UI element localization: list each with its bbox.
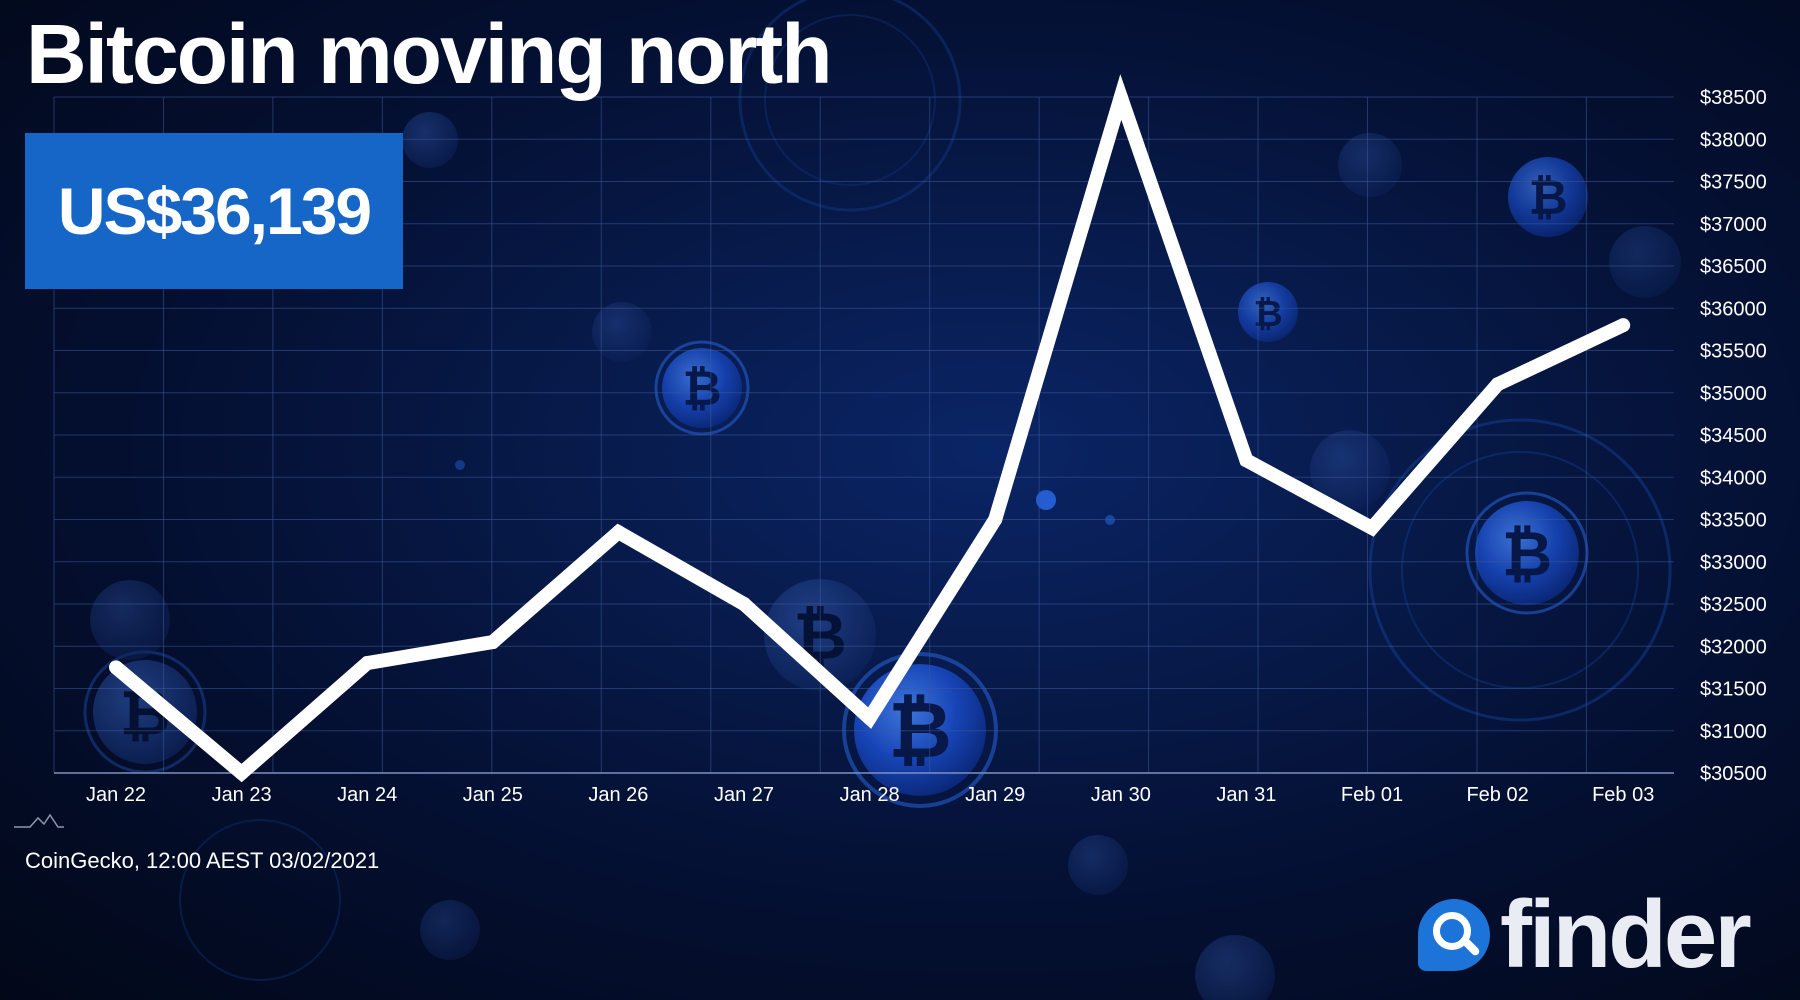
data-point (1113, 90, 1128, 104)
x-tick-label: Jan 22 (86, 784, 146, 806)
price-points (109, 90, 1631, 780)
coin-icon: ₿ (1238, 282, 1298, 342)
data-point (360, 656, 375, 671)
background-decor: ₿ ₿ ₿ ₿ ₿ ₿ (83, 0, 1681, 1000)
data-point (862, 711, 877, 726)
coin-icon (1609, 226, 1681, 298)
data-point (1616, 318, 1631, 333)
x-tick-label: Feb 02 (1466, 784, 1528, 806)
y-axis-ticks: $30500 $31000 $31500 $32000 $32500 $33000 $335… (1700, 87, 1767, 785)
coin-icon (1310, 430, 1390, 510)
data-point (1365, 520, 1379, 535)
price-value: US$36,139 (57, 174, 372, 248)
data-point (109, 660, 123, 675)
finder-logo: finder (1418, 880, 1788, 990)
data-point (1239, 453, 1254, 468)
coin-icon (420, 900, 480, 960)
y-tick-label: $33000 (1700, 552, 1767, 574)
y-tick-label: $31500 (1700, 679, 1767, 701)
x-tick-label: Jan 30 (1091, 784, 1151, 806)
data-point (234, 766, 249, 780)
y-tick-label: $37000 (1700, 214, 1767, 236)
coin-icon: ₿ (1508, 157, 1588, 237)
price-badge: US$36,139 (25, 133, 403, 289)
x-tick-label: Jan 24 (337, 784, 397, 806)
data-point (988, 512, 1003, 527)
coin-icon (1068, 835, 1128, 895)
x-tick-label: Jan 27 (714, 784, 774, 806)
brand-name: finder (1500, 881, 1752, 988)
mountain-icon (14, 813, 64, 828)
coin-icon (1338, 133, 1402, 197)
y-tick-label: $36500 (1700, 256, 1767, 278)
x-tick-label: Jan 26 (588, 784, 648, 806)
x-axis-ticks: Jan 22 Jan 23 Jan 24 Jan 25 Jan 26 Jan 27 Jan … (86, 784, 1654, 806)
svg-text:₿: ₿ (1502, 520, 1553, 589)
coin-icon (1195, 935, 1275, 1000)
x-tick-label: Feb 01 (1341, 784, 1403, 806)
coin-icon (90, 580, 170, 660)
x-tick-label: Jan 28 (840, 784, 900, 806)
y-tick-label: $38000 (1700, 129, 1767, 151)
y-tick-label: $31000 (1700, 721, 1767, 743)
y-tick-label: $35500 (1700, 341, 1767, 363)
svg-text:₿: ₿ (888, 686, 952, 774)
svg-text:₿: ₿ (1528, 172, 1567, 225)
y-tick-label: $37500 (1700, 172, 1767, 194)
y-tick-label: $30500 (1700, 763, 1767, 785)
data-point (611, 525, 626, 540)
magnifier-icon (1418, 899, 1490, 971)
source-note: CoinGecko, 12:00 AEST 03/02/2021 (25, 848, 380, 873)
data-point (1490, 377, 1505, 392)
x-tick-label: Jan 23 (212, 784, 272, 806)
y-tick-label: $38500 (1700, 87, 1767, 109)
data-point (485, 635, 500, 650)
y-tick-label: $32500 (1700, 594, 1767, 616)
svg-text:₿: ₿ (682, 363, 721, 416)
coin-icon (592, 302, 652, 362)
x-tick-label: Jan 25 (463, 784, 523, 806)
y-tick-label: $35000 (1700, 383, 1767, 405)
y-tick-label: $34500 (1700, 425, 1767, 447)
y-tick-label: $32000 (1700, 636, 1767, 658)
x-tick-label: Feb 03 (1592, 784, 1654, 806)
coin-icon: ₿ (654, 340, 750, 436)
page-title: Bitcoin moving north (26, 7, 833, 101)
x-tick-label: Jan 29 (965, 784, 1025, 806)
coin-icon: ₿ (83, 650, 207, 774)
x-tick-label: Jan 31 (1216, 784, 1276, 806)
data-point (737, 597, 751, 611)
y-tick-label: $34000 (1700, 467, 1767, 489)
coin-icon: ₿ (1465, 491, 1589, 615)
y-tick-label: $36000 (1700, 298, 1767, 320)
y-tick-label: $33500 (1700, 510, 1767, 532)
coin-icon (402, 112, 458, 168)
